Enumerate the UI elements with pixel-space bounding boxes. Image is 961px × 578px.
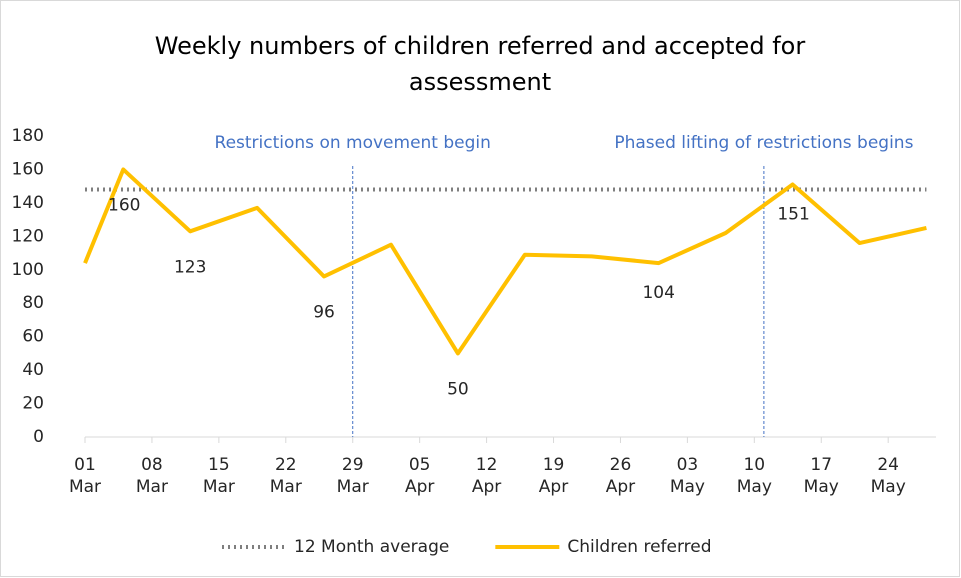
chart-title: Weekly numbers of children referred and … xyxy=(154,32,806,96)
data-label: 96 xyxy=(313,302,335,322)
x-tick-label: 01 Mar xyxy=(68,455,102,497)
y-tick-label: 120 xyxy=(12,226,44,246)
y-tick-label: 180 xyxy=(12,126,44,146)
x-tick-label: 29 Mar xyxy=(336,455,369,497)
y-tick-label: 100 xyxy=(12,260,44,280)
annotation-label: Phased lifting of restrictions begins xyxy=(614,133,913,153)
y-tick-label: 0 xyxy=(33,427,44,447)
x-tick-label: 12 Apr xyxy=(471,455,502,497)
y-tick-label: 160 xyxy=(12,159,44,179)
annotation-label: Restrictions on movement begin xyxy=(215,133,491,153)
y-tick-label: 60 xyxy=(22,327,44,347)
x-tick-label: 17 May xyxy=(803,455,839,497)
legend-label: Children referred xyxy=(567,537,711,557)
x-tick-label: 26 Apr xyxy=(605,455,636,497)
x-tick-label: 08 Mar xyxy=(135,455,168,497)
x-tick-label: 05 Apr xyxy=(404,455,435,497)
data-label: 50 xyxy=(447,379,469,399)
x-tick-label: 19 Apr xyxy=(538,455,569,497)
data-label: 123 xyxy=(174,257,206,277)
data-label: 151 xyxy=(777,204,809,224)
line xyxy=(83,167,927,356)
y-tick-label: 40 xyxy=(22,360,44,380)
y-tick-label: 80 xyxy=(22,293,44,313)
x-tick-label: 10 May xyxy=(736,455,772,497)
legend-label: 12 Month average xyxy=(294,537,449,557)
data-label: 104 xyxy=(642,283,674,303)
x-tick-label: 15 Mar xyxy=(202,455,235,497)
y-tick-label: 140 xyxy=(12,193,44,213)
x-tick-label: 24 May xyxy=(870,455,906,497)
data-label: 160 xyxy=(108,195,140,215)
y-tick-label: 20 xyxy=(22,394,44,414)
x-tick-label: 22 Mar xyxy=(269,455,302,497)
x-tick-label: 03 May xyxy=(669,455,705,497)
